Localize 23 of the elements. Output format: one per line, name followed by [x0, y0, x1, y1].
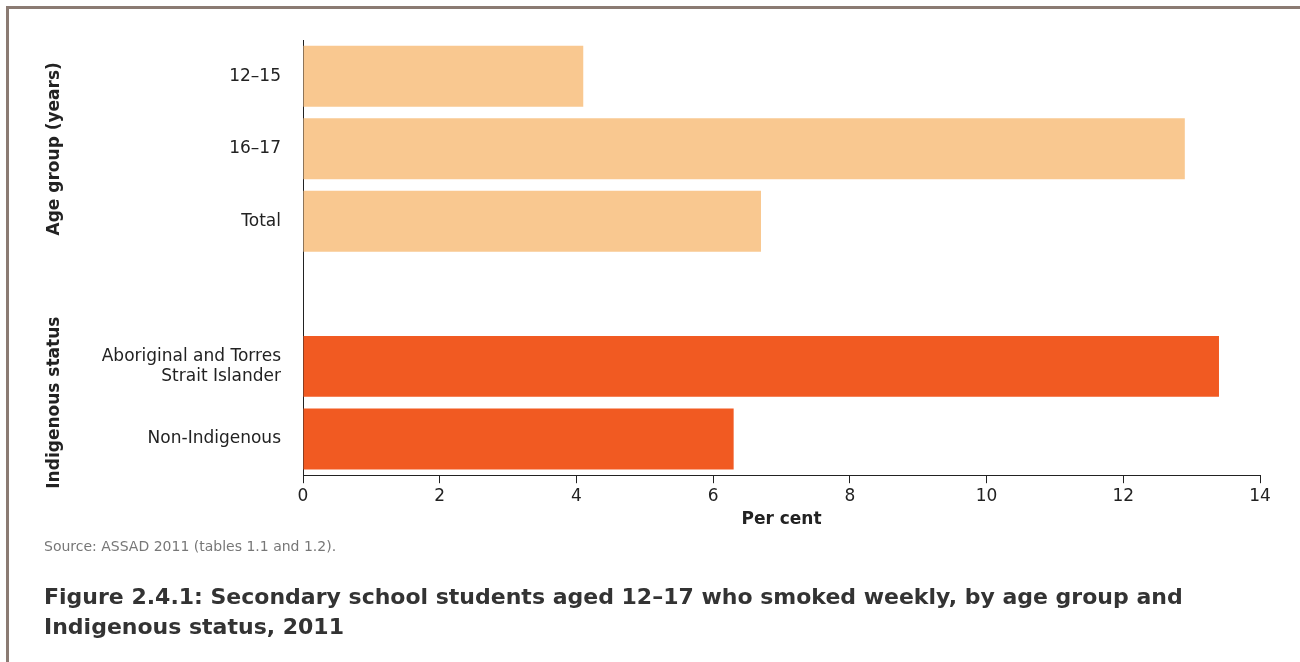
- x-tick-label: 12: [1112, 484, 1135, 505]
- x-tick-label: 2: [434, 484, 446, 505]
- y-tick-label: 12–15: [229, 64, 281, 85]
- bar: [303, 45, 584, 107]
- text: Age group (years): [43, 62, 64, 236]
- source-note: Source: ASSAD 2011 (tables 1.1 and 1.2).: [44, 538, 337, 554]
- x-tick-label: 6: [707, 484, 719, 505]
- x-tick-label: 10: [975, 484, 998, 505]
- text: Indigenous status: [43, 316, 64, 489]
- x-axis-title: Per cent: [741, 508, 822, 529]
- x-tick-label: 4: [571, 484, 582, 505]
- y-tick-label: Total: [240, 209, 281, 230]
- y-tick-label: Non-Indigenous: [147, 427, 282, 448]
- text: Figure 2.4.1: Secondary school students aged 12–17 who smoked weekly, by age group and Indigenous status, 2011: [44, 583, 1184, 641]
- bar: [303, 408, 734, 470]
- bar: [303, 118, 1185, 180]
- x-tick-label: 8: [844, 484, 856, 505]
- x-tick-label: 0: [297, 484, 309, 505]
- bar: [303, 190, 761, 252]
- y-tick-label: 16–17: [229, 137, 281, 158]
- bar: [303, 335, 1219, 397]
- y-tick-label: Aboriginal and Torres Strait Islander: [101, 344, 282, 386]
- x-tick-label: 14: [1249, 484, 1271, 505]
